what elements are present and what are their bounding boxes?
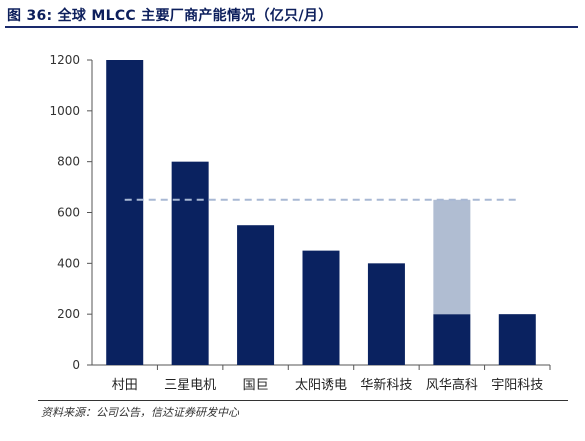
y-tick-label: 600 <box>57 206 80 220</box>
source-note: 资料来源：公司公告，信达证券研发中心 <box>41 406 239 419</box>
x-tick-label: 宇阳科技 <box>491 378 543 393</box>
bar-capacity <box>367 263 405 365</box>
x-tick-label: 三星电机 <box>164 378 216 393</box>
y-tick-label: 200 <box>57 307 80 321</box>
x-tick-label: 村田 <box>112 378 138 393</box>
figure-title: 图 36: 全球 MLCC 主要厂商产能情况（亿只/月） <box>7 8 333 24</box>
bar-capacity <box>302 250 340 365</box>
y-tick-label: 1000 <box>49 104 80 118</box>
y-tick-label: 1200 <box>49 53 80 67</box>
x-tick-label: 太阳诱电 <box>295 378 347 393</box>
x-tick-label: 华新科技 <box>360 377 412 393</box>
bar-chart: 0 200 400 600 800 1000 1200 村田 三星电机 国巨 太阳诱电 华新科技 风华高… <box>49 53 551 393</box>
title-divider <box>5 26 578 28</box>
bar-capacity-added <box>433 199 471 315</box>
source-divider <box>38 400 568 401</box>
y-tick-label: 400 <box>57 256 80 270</box>
x-tick-label: 风华高科 <box>426 377 478 393</box>
bar-capacity <box>237 225 275 365</box>
bar-capacity <box>171 161 209 365</box>
y-tick-label: 0 <box>72 358 80 372</box>
bar-capacity <box>106 60 144 365</box>
x-tick-label: 国巨 <box>243 378 269 393</box>
bar-capacity <box>433 314 471 365</box>
bar-capacity <box>498 314 536 365</box>
y-tick-label: 800 <box>57 155 80 169</box>
